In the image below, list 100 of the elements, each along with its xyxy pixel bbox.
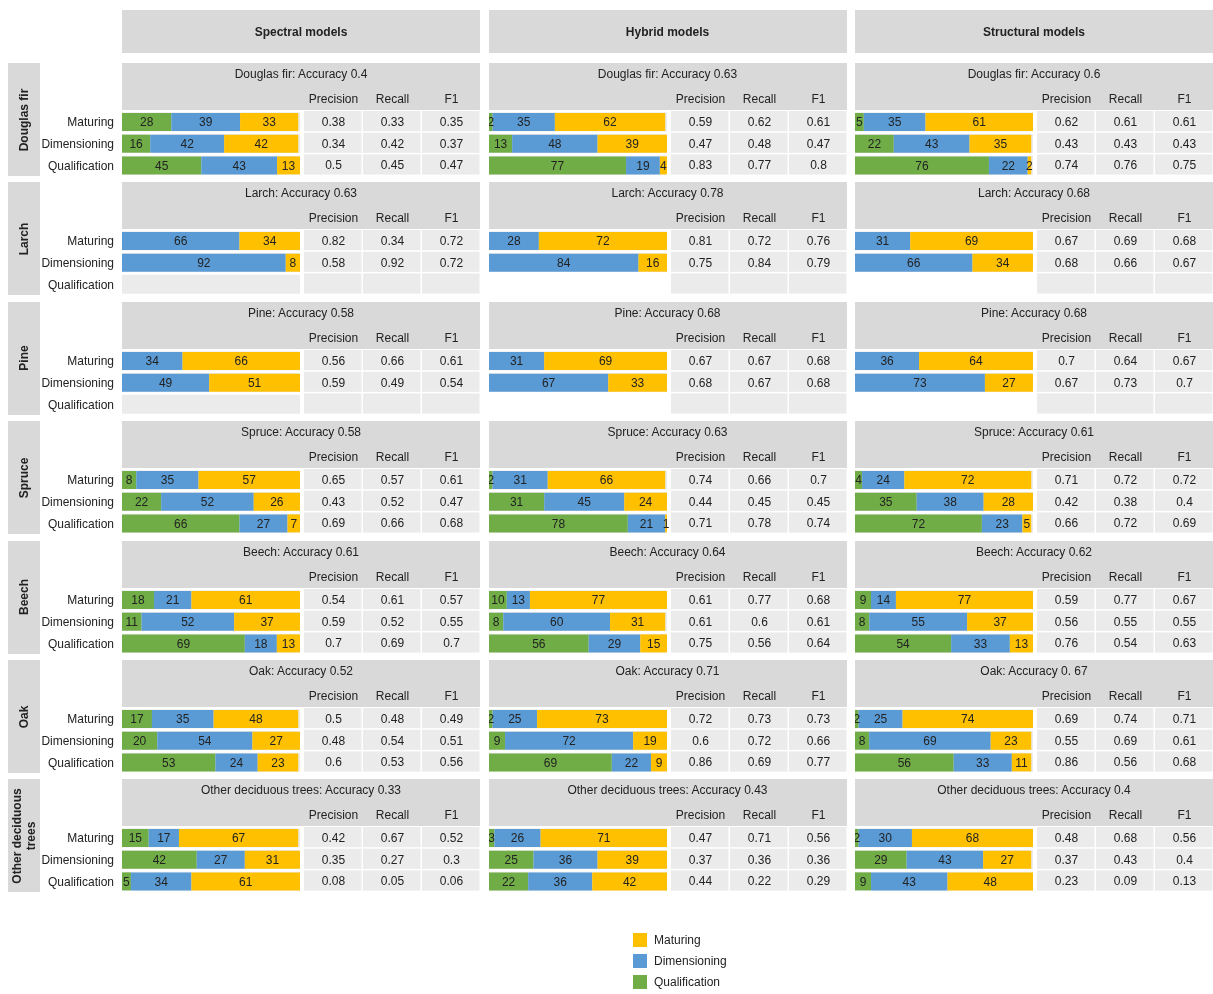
- bar: [488, 492, 544, 511]
- data-label: 13: [1014, 636, 1029, 651]
- data-label: 31: [875, 234, 890, 249]
- text: 0.44: [688, 494, 712, 509]
- text: 0.64: [806, 635, 830, 650]
- data-label: 31: [509, 354, 524, 369]
- text: Precision: [675, 569, 725, 584]
- text: 0.74: [688, 473, 712, 488]
- data-label: 48: [547, 136, 562, 151]
- data-label: 52: [200, 495, 215, 510]
- text: Precision: [675, 330, 725, 345]
- text: 0.5: [325, 158, 343, 173]
- text: 0.27: [380, 852, 405, 867]
- data-label: 26: [510, 831, 524, 846]
- y-tick-label: Maturing: [67, 115, 115, 130]
- text: 0.45: [747, 494, 771, 509]
- bar: [609, 612, 665, 631]
- data-label: 8: [492, 614, 500, 629]
- text: 0.69: [1172, 516, 1197, 531]
- text: 0.43: [1172, 136, 1197, 151]
- text: Precision: [1041, 91, 1092, 106]
- text: 0.66: [380, 353, 405, 368]
- data-label: 33: [976, 755, 990, 770]
- chart-title: Pine: Accuracy 0.68: [979, 305, 1089, 320]
- text: 0.56: [806, 831, 830, 846]
- text: F1: [1177, 91, 1192, 106]
- text: 0.66: [380, 516, 405, 531]
- text: Recall: [742, 210, 776, 225]
- text: 0.33: [380, 114, 405, 129]
- y-tick-label: Qualification: [48, 636, 115, 651]
- chart-title: Douglas fir: Accuracy 0.6: [966, 67, 1102, 81]
- data-label: 67: [231, 831, 246, 846]
- text: 0.42: [380, 136, 405, 151]
- text: 0.29: [806, 874, 830, 889]
- text: Recall: [742, 91, 776, 106]
- text: 0.68: [1172, 234, 1197, 249]
- y-tick-label: Dimensioning: [41, 375, 115, 390]
- bar: [239, 514, 288, 533]
- chart-title: Other deciduous trees: Accuracy 0.33: [199, 783, 403, 798]
- data-label: 19: [635, 158, 650, 173]
- text: Recall: [1108, 807, 1143, 822]
- text: 0.58: [321, 255, 346, 270]
- text: 0.55: [439, 614, 464, 629]
- bar: [253, 492, 300, 511]
- text: F1: [810, 210, 826, 225]
- text: 0.66: [747, 473, 771, 488]
- text: Precision: [1041, 330, 1092, 345]
- text: 0.4: [1176, 852, 1194, 867]
- text: 0.42: [1054, 494, 1079, 509]
- text: 0.61: [439, 473, 464, 488]
- text: 0.3: [443, 852, 461, 867]
- text: 0.38: [321, 114, 346, 129]
- data-label: 42: [254, 136, 269, 151]
- text: Recall: [742, 807, 776, 822]
- text: 0.59: [321, 375, 346, 390]
- text: 0.48: [321, 733, 346, 748]
- data-label: 42: [152, 853, 167, 868]
- data-label: 54: [198, 733, 212, 748]
- text: 0.45: [380, 158, 405, 173]
- text: 0.08: [321, 874, 346, 889]
- chart-title: Larch: Accuracy 0.68: [976, 186, 1092, 201]
- data-label: 23: [995, 516, 1010, 531]
- data-label: 52: [181, 614, 195, 629]
- data-label: 27: [269, 733, 284, 748]
- text: 0.35: [439, 114, 464, 129]
- text: Recall: [375, 807, 410, 822]
- chart-title: Oak: Accuracy 0. 67: [979, 664, 1089, 678]
- text: Precision: [1041, 569, 1092, 584]
- data-label: 37: [993, 614, 1008, 629]
- data-label: 24: [638, 495, 653, 510]
- data-label: 64: [969, 354, 984, 369]
- data-label: 77: [591, 592, 605, 607]
- text: Recall: [1108, 688, 1143, 703]
- text: 0.72: [747, 733, 771, 748]
- data-label: 9: [655, 755, 663, 770]
- data-label: 43: [938, 853, 952, 868]
- data-label: 9: [859, 875, 867, 890]
- data-label: 73: [913, 375, 927, 390]
- category-label: Pine: [16, 345, 31, 371]
- chart-title: Douglas fir: Accuracy 0.63: [596, 67, 739, 81]
- data-label: 67: [541, 375, 556, 390]
- text: 0.73: [747, 711, 771, 726]
- text: 0.64: [1113, 353, 1138, 368]
- data-label: 8: [125, 473, 133, 488]
- data-label: 48: [249, 712, 263, 727]
- category-label: Oak: [16, 705, 31, 728]
- text: 0.47: [439, 158, 464, 173]
- chart-title: Pine: Accuracy 0.68: [613, 305, 722, 320]
- text: 0.56: [439, 755, 464, 770]
- text: 0.57: [439, 592, 464, 607]
- y-tick-label: Maturing: [67, 712, 115, 727]
- data-label: 36: [558, 853, 573, 868]
- category-label: Beech: [16, 579, 31, 616]
- data-label: 42: [180, 136, 195, 151]
- bar: [858, 710, 903, 728]
- data-label: 39: [199, 115, 213, 130]
- data-label: 30: [878, 831, 893, 846]
- y-tick-label: Maturing: [67, 831, 115, 846]
- text: 0.74: [1113, 711, 1138, 726]
- chart-title: Pine: Accuracy 0.58: [246, 305, 356, 320]
